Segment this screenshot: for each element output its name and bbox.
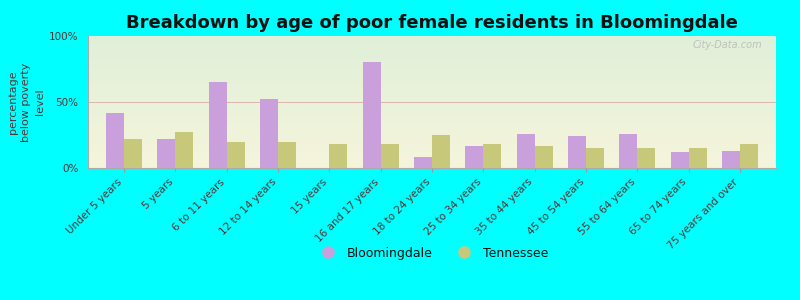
- Bar: [740, 144, 758, 168]
- Bar: [124, 139, 142, 168]
- Bar: [534, 146, 553, 168]
- Bar: [278, 142, 296, 168]
- Bar: [414, 158, 432, 168]
- Bar: [619, 134, 638, 168]
- Bar: [158, 139, 175, 168]
- Title: Breakdown by age of poor female residents in Bloomingdale: Breakdown by age of poor female resident…: [126, 14, 738, 32]
- Bar: [432, 135, 450, 168]
- Bar: [568, 136, 586, 168]
- Bar: [517, 134, 534, 168]
- Bar: [638, 148, 655, 168]
- Bar: [209, 82, 226, 168]
- Y-axis label: percentage
below poverty
level: percentage below poverty level: [8, 62, 45, 142]
- Text: City-Data.com: City-Data.com: [693, 40, 762, 50]
- Bar: [722, 151, 740, 168]
- Bar: [689, 148, 706, 168]
- Bar: [381, 144, 398, 168]
- Bar: [330, 144, 347, 168]
- Bar: [670, 152, 689, 168]
- Bar: [483, 144, 502, 168]
- Bar: [175, 132, 194, 168]
- Bar: [226, 142, 245, 168]
- Bar: [362, 62, 381, 168]
- Bar: [106, 112, 124, 168]
- Bar: [586, 148, 604, 168]
- Bar: [260, 99, 278, 168]
- Bar: [466, 146, 483, 168]
- Legend: Bloomingdale, Tennessee: Bloomingdale, Tennessee: [310, 242, 554, 265]
